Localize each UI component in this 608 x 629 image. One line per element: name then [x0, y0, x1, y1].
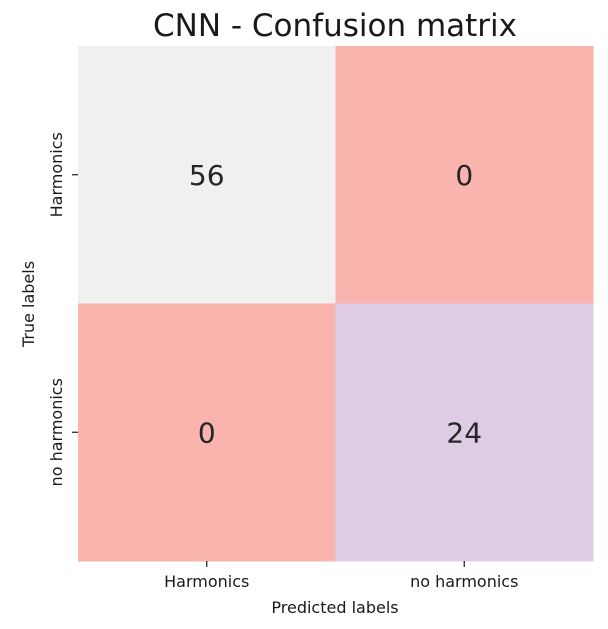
heatmap-cell-labels: 56 0 0 24 — [189, 159, 482, 450]
cell-value-label: 0 — [198, 416, 216, 449]
x-tick-label: Harmonics — [164, 572, 249, 591]
heatmap-cells — [78, 46, 594, 562]
y-axis-ticks: Harmonics no harmonics — [47, 132, 78, 486]
x-tick-label: no harmonics — [410, 572, 518, 591]
cell-value-label: 24 — [446, 416, 482, 449]
y-axis-label: True labels — [19, 261, 38, 348]
cell-value-label: 0 — [455, 159, 473, 192]
heatmap-cell — [78, 303, 336, 562]
y-tick-label: no harmonics — [47, 378, 66, 486]
y-tick-label: Harmonics — [47, 132, 66, 217]
x-axis-ticks: Harmonics no harmonics — [164, 561, 518, 591]
cell-value-label: 56 — [189, 159, 225, 192]
heatmap-cell — [78, 46, 336, 304]
x-axis-label: Predicted labels — [271, 598, 398, 617]
heatmap-cell — [335, 46, 594, 304]
heatmap-cell — [335, 303, 594, 562]
chart-title: CNN - Confusion matrix — [153, 8, 517, 44]
